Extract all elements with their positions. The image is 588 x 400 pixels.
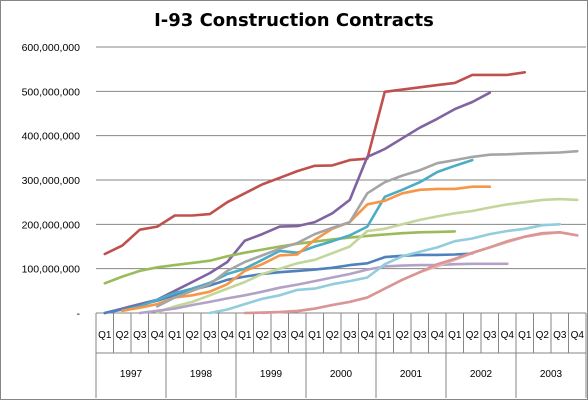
y-tick-label: 400,000,000 <box>22 131 81 143</box>
y-tick-label: - <box>77 308 81 320</box>
x-tick-label-quarter: Q3 <box>343 330 357 341</box>
x-tick-label-quarter: Q1 <box>98 330 112 341</box>
x-tick-label-quarter: Q1 <box>518 330 532 341</box>
series-line-9 <box>138 262 509 315</box>
x-tick-label-quarter: Q3 <box>133 330 147 341</box>
y-tick-label: 300,000,000 <box>22 175 81 187</box>
x-tick-label-quarter: Q2 <box>536 330 550 341</box>
series-line-12 <box>243 231 579 315</box>
y-tick-label: 500,000,000 <box>22 86 81 98</box>
x-tick-label-year: 2000 <box>330 369 353 380</box>
x-tick-label-quarter: Q2 <box>116 330 130 341</box>
chart-title: I-93 Construction Contracts <box>154 10 434 31</box>
x-tick-label-year: 2003 <box>540 369 563 380</box>
x-tick-label-quarter: Q1 <box>308 330 322 341</box>
series-line-5 <box>121 158 474 313</box>
x-tick-label-quarter: Q2 <box>396 330 410 341</box>
x-tick-label-quarter: Q2 <box>186 330 200 341</box>
series-line-3 <box>103 230 457 285</box>
x-tick-label-year: 2002 <box>470 369 493 380</box>
y-tick-label: 200,000,000 <box>22 219 81 231</box>
x-tick-label-quarter: Q3 <box>273 330 287 341</box>
x-tick-label-quarter: Q4 <box>571 330 585 341</box>
y-tick-label: 100,000,000 <box>22 264 81 276</box>
x-tick-label-quarter: Q3 <box>483 330 497 341</box>
x-tick-label-quarter: Q1 <box>168 330 182 341</box>
x-tick-label-year: 2001 <box>400 369 423 380</box>
x-tick-label-quarter: Q4 <box>291 330 305 341</box>
x-tick-label-quarter: Q3 <box>413 330 427 341</box>
series-line-10 <box>208 223 562 315</box>
x-tick-label-quarter: Q2 <box>326 330 340 341</box>
x-tick-label-year: 1999 <box>260 369 283 380</box>
x-tick-label-quarter: Q1 <box>448 330 462 341</box>
x-tick-label-year: 1997 <box>120 369 143 380</box>
series-line-1 <box>103 71 527 256</box>
x-tick-label-quarter: Q2 <box>256 330 270 341</box>
series-line-6 <box>121 185 492 313</box>
x-tick-label-quarter: Q2 <box>466 330 480 341</box>
series-line-7 <box>156 149 579 308</box>
x-tick-label-quarter: Q1 <box>378 330 392 341</box>
y-tick-label: 600,000,000 <box>22 42 81 54</box>
x-tick-label-quarter: Q4 <box>151 330 165 341</box>
series-line-2 <box>103 91 492 315</box>
x-tick-label-quarter: Q3 <box>553 330 567 341</box>
x-tick-label-quarter: Q4 <box>221 330 235 341</box>
x-tick-label-quarter: Q1 <box>238 330 252 341</box>
x-tick-label-quarter: Q3 <box>203 330 217 341</box>
x-tick-label-quarter: Q4 <box>431 330 445 341</box>
x-tick-label-quarter: Q4 <box>501 330 515 341</box>
x-tick-label-year: 1998 <box>190 369 213 380</box>
series-line-8 <box>156 197 579 314</box>
x-tick-label-quarter: Q4 <box>361 330 375 341</box>
